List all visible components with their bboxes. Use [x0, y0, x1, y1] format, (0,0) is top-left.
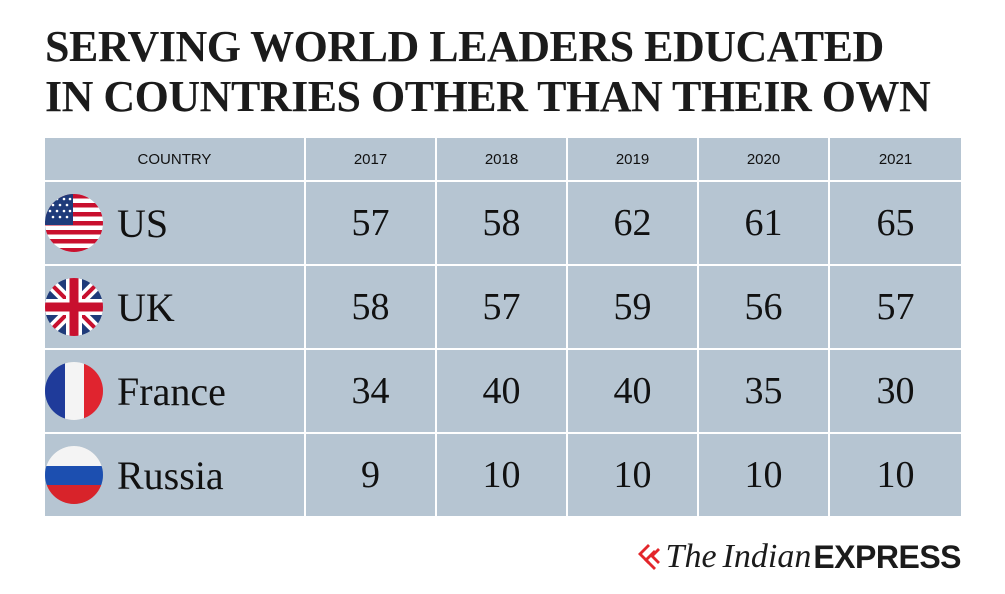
- country-cell: US: [45, 180, 306, 266]
- value-cell-2019: 10: [566, 432, 699, 516]
- value-cell-2020: 56: [697, 264, 830, 350]
- brand-indian: Indian: [722, 538, 812, 575]
- value-cell-2018: 10: [435, 432, 568, 516]
- value-cell-2020: 35: [697, 348, 830, 434]
- brand-logo: The Indian EXPRESS: [636, 538, 961, 576]
- value-cell-2021: 30: [828, 348, 961, 434]
- column-header-2021: 2021: [828, 138, 961, 182]
- country-name: Russia: [117, 452, 224, 498]
- country-cell: France: [45, 348, 306, 434]
- france-flag-icon: [45, 362, 103, 420]
- column-header-country: COUNTRY: [45, 138, 306, 182]
- country-cell: Russia: [45, 432, 306, 516]
- header-row: COUNTRY 2017 2018 2019 2020 2021: [45, 138, 961, 182]
- column-header-2018: 2018: [435, 138, 568, 182]
- chart-title: SERVING WORLD LEADERS EDUCATED IN COUNTR…: [45, 22, 975, 122]
- russia-flag-icon: [45, 446, 103, 504]
- value-cell-2021: 65: [828, 180, 961, 266]
- column-header-2019: 2019: [566, 138, 699, 182]
- value-cell-2018: 58: [435, 180, 568, 266]
- value-cell-2021: 10: [828, 432, 961, 516]
- country-name: US: [117, 200, 169, 246]
- country-name: France: [117, 368, 226, 414]
- value-cell-2020: 61: [697, 180, 830, 266]
- data-table: COUNTRY 2017 2018 2019 2020 2021: [45, 138, 961, 516]
- uk-flag-icon: [45, 278, 103, 336]
- table-row-france: France 34 40 40 35 30: [45, 348, 961, 434]
- value-cell-2020: 10: [697, 432, 830, 516]
- value-cell-2019: 40: [566, 348, 699, 434]
- value-cell-2017: 58: [304, 264, 437, 350]
- country-cell: UK: [45, 264, 306, 350]
- value-cell-2017: 9: [304, 432, 437, 516]
- table-row-uk: UK 58 57 59 56 57: [45, 264, 961, 350]
- value-cell-2018: 40: [435, 348, 568, 434]
- chart-title-line-1: SERVING WORLD LEADERS EDUCATED: [45, 22, 884, 71]
- value-cell-2021: 57: [828, 264, 961, 350]
- brand-express: EXPRESS: [813, 538, 961, 575]
- flame-logo-icon: [637, 544, 660, 570]
- brand-the: The: [665, 538, 717, 575]
- table-row-us: US 57 58 62 61 65: [45, 180, 961, 266]
- value-cell-2019: 59: [566, 264, 699, 350]
- column-header-2017: 2017: [304, 138, 437, 182]
- column-header-2020: 2020: [697, 138, 830, 182]
- chart-title-line-2: IN COUNTRIES OTHER THAN THEIR OWN: [45, 72, 931, 121]
- value-cell-2019: 62: [566, 180, 699, 266]
- value-cell-2018: 57: [435, 264, 568, 350]
- value-cell-2017: 57: [304, 180, 437, 266]
- value-cell-2017: 34: [304, 348, 437, 434]
- table-row-russia: Russia 9 10 10 10 10: [45, 432, 961, 516]
- country-name: UK: [117, 284, 175, 330]
- us-flag-icon: [45, 194, 103, 252]
